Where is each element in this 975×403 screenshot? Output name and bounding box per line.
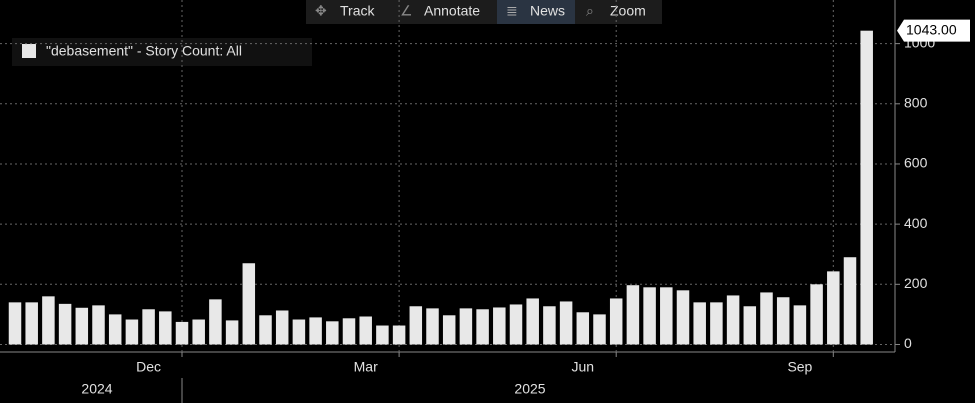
value-label: 1043.00 xyxy=(906,21,957,37)
bar xyxy=(693,302,706,345)
x-tick-label: Mar xyxy=(354,359,378,375)
toolbar-zoom[interactable]: Zoom xyxy=(610,3,646,19)
bar xyxy=(342,318,356,345)
legend-label: "debasement" - Story Count: All xyxy=(46,43,242,59)
bar xyxy=(92,305,105,345)
toolbar-active xyxy=(497,0,575,24)
bar xyxy=(376,325,389,345)
bar xyxy=(743,306,757,345)
bar xyxy=(309,317,322,345)
bar xyxy=(609,298,623,345)
bar xyxy=(793,305,807,345)
y-tick-label: 400 xyxy=(904,215,928,231)
bar xyxy=(543,306,556,345)
toolbar-annotate[interactable]: Annotate xyxy=(424,3,480,19)
bar xyxy=(559,301,573,345)
bar xyxy=(359,316,372,345)
bar xyxy=(192,319,205,345)
bar xyxy=(25,302,38,345)
bar xyxy=(326,321,339,345)
year-label: 2025 xyxy=(514,381,545,397)
bar xyxy=(442,315,456,345)
bar xyxy=(142,309,155,345)
bar xyxy=(776,297,790,345)
bar xyxy=(242,263,256,345)
toolbar xyxy=(306,0,662,24)
bar xyxy=(159,311,172,345)
bar xyxy=(710,302,723,345)
y-tick-label: 800 xyxy=(904,94,928,110)
bar xyxy=(827,271,840,345)
bar xyxy=(493,307,506,345)
x-tick-label: Jun xyxy=(572,359,595,375)
bar xyxy=(509,304,523,345)
toolbar-news[interactable]: News xyxy=(530,3,565,19)
bar xyxy=(75,307,89,345)
icon: ≣ xyxy=(506,3,518,19)
legend xyxy=(12,38,312,66)
bar xyxy=(843,257,857,345)
bar xyxy=(42,296,55,345)
bar xyxy=(392,325,406,345)
bar xyxy=(275,310,289,345)
bar xyxy=(209,299,222,345)
x-tick-label: Dec xyxy=(136,359,161,375)
bar xyxy=(175,321,189,345)
bar xyxy=(626,285,640,345)
toolbar-track[interactable]: Track xyxy=(340,3,375,19)
y-tick-label: 600 xyxy=(904,155,928,171)
bar xyxy=(593,314,606,345)
bar xyxy=(125,319,139,345)
icon: ✥ xyxy=(315,3,327,19)
bar xyxy=(676,290,690,345)
year-label: 2024 xyxy=(81,381,112,397)
bar xyxy=(259,315,272,345)
y-tick-label: 0 xyxy=(904,335,912,351)
bar xyxy=(760,292,773,345)
y-tick-label: 200 xyxy=(904,275,928,291)
bar xyxy=(409,306,423,345)
icon: ⌕ xyxy=(586,3,594,19)
bar xyxy=(459,308,473,345)
bar xyxy=(58,303,72,345)
bar xyxy=(726,295,740,345)
bar xyxy=(8,302,22,345)
value-label-box xyxy=(897,19,970,42)
legend-swatch xyxy=(22,44,36,58)
bar xyxy=(225,320,239,345)
bar xyxy=(810,284,823,345)
bar xyxy=(576,312,590,345)
bar xyxy=(108,314,122,345)
x-tick-label: Sep xyxy=(787,359,812,375)
icon: ∠ xyxy=(400,3,413,19)
bar xyxy=(292,319,306,345)
bar xyxy=(526,298,539,345)
bar xyxy=(860,30,873,345)
bar xyxy=(476,309,489,345)
bar xyxy=(643,287,656,345)
bar xyxy=(660,287,673,345)
bar xyxy=(426,308,439,345)
